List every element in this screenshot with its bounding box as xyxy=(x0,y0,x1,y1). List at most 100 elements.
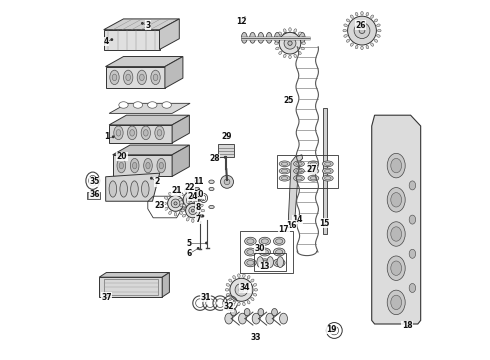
Ellipse shape xyxy=(155,126,164,140)
Ellipse shape xyxy=(195,207,198,211)
Ellipse shape xyxy=(273,248,285,256)
Ellipse shape xyxy=(247,276,250,279)
Circle shape xyxy=(197,198,199,201)
Circle shape xyxy=(197,189,200,192)
Ellipse shape xyxy=(192,219,194,222)
Ellipse shape xyxy=(126,74,130,81)
Ellipse shape xyxy=(159,162,164,169)
Ellipse shape xyxy=(291,32,297,43)
Polygon shape xyxy=(87,192,100,199)
Circle shape xyxy=(255,334,258,337)
Ellipse shape xyxy=(195,180,200,184)
Ellipse shape xyxy=(109,181,117,197)
Ellipse shape xyxy=(114,126,123,140)
Circle shape xyxy=(117,153,120,156)
Ellipse shape xyxy=(310,170,317,173)
Text: 32: 32 xyxy=(223,302,234,311)
Ellipse shape xyxy=(377,30,381,32)
Ellipse shape xyxy=(294,168,304,174)
Ellipse shape xyxy=(245,248,256,256)
Ellipse shape xyxy=(130,130,134,136)
Ellipse shape xyxy=(238,274,240,278)
Polygon shape xyxy=(288,155,303,223)
Ellipse shape xyxy=(165,197,168,199)
Ellipse shape xyxy=(180,193,183,196)
Ellipse shape xyxy=(183,197,187,199)
Text: 24: 24 xyxy=(188,192,198,201)
Text: 6: 6 xyxy=(187,249,192,258)
Ellipse shape xyxy=(184,207,187,211)
Ellipse shape xyxy=(119,102,128,108)
Ellipse shape xyxy=(294,161,304,167)
Ellipse shape xyxy=(409,181,416,190)
Text: 19: 19 xyxy=(326,325,337,334)
Ellipse shape xyxy=(198,204,202,207)
Ellipse shape xyxy=(267,257,273,267)
Ellipse shape xyxy=(283,54,286,58)
Ellipse shape xyxy=(281,177,288,180)
Ellipse shape xyxy=(371,15,374,18)
Ellipse shape xyxy=(259,259,270,267)
Circle shape xyxy=(288,41,292,45)
Ellipse shape xyxy=(190,209,192,212)
Ellipse shape xyxy=(174,191,177,194)
Ellipse shape xyxy=(344,35,347,37)
Ellipse shape xyxy=(266,32,272,43)
Ellipse shape xyxy=(324,177,331,180)
Ellipse shape xyxy=(162,102,171,108)
Ellipse shape xyxy=(274,32,280,43)
Ellipse shape xyxy=(153,74,158,81)
Ellipse shape xyxy=(229,298,232,301)
Ellipse shape xyxy=(179,211,182,215)
Ellipse shape xyxy=(169,211,171,215)
Ellipse shape xyxy=(391,158,402,173)
Ellipse shape xyxy=(247,301,250,304)
Ellipse shape xyxy=(117,158,125,173)
Text: 16: 16 xyxy=(286,220,296,230)
Polygon shape xyxy=(109,115,189,125)
Ellipse shape xyxy=(259,237,270,245)
Ellipse shape xyxy=(274,42,278,45)
Ellipse shape xyxy=(174,212,177,216)
Ellipse shape xyxy=(279,32,282,35)
Polygon shape xyxy=(172,115,189,143)
Ellipse shape xyxy=(276,47,279,50)
Text: 21: 21 xyxy=(172,186,182,195)
Text: 14: 14 xyxy=(292,215,302,224)
Ellipse shape xyxy=(387,222,405,246)
Ellipse shape xyxy=(163,202,167,204)
Ellipse shape xyxy=(253,284,257,286)
Circle shape xyxy=(279,32,301,54)
Ellipse shape xyxy=(275,250,283,255)
Ellipse shape xyxy=(275,239,283,244)
Ellipse shape xyxy=(258,32,264,43)
Circle shape xyxy=(157,203,160,206)
Ellipse shape xyxy=(276,37,279,39)
Text: 30: 30 xyxy=(254,244,265,253)
Text: 3: 3 xyxy=(145,21,150,30)
Text: 29: 29 xyxy=(222,132,232,141)
Ellipse shape xyxy=(247,250,254,255)
Ellipse shape xyxy=(119,162,123,169)
Ellipse shape xyxy=(243,302,245,306)
Ellipse shape xyxy=(279,175,290,181)
Polygon shape xyxy=(162,273,170,297)
Ellipse shape xyxy=(308,175,319,181)
Ellipse shape xyxy=(298,51,301,54)
Circle shape xyxy=(205,242,208,244)
Ellipse shape xyxy=(247,261,254,265)
Ellipse shape xyxy=(201,210,205,212)
Ellipse shape xyxy=(146,162,150,169)
Polygon shape xyxy=(165,57,183,88)
Circle shape xyxy=(230,278,253,301)
Ellipse shape xyxy=(133,102,143,108)
Ellipse shape xyxy=(245,309,250,316)
Ellipse shape xyxy=(110,70,119,85)
Ellipse shape xyxy=(180,204,183,207)
Circle shape xyxy=(189,207,197,215)
Ellipse shape xyxy=(301,47,304,50)
Ellipse shape xyxy=(299,32,305,43)
Ellipse shape xyxy=(277,257,284,267)
Ellipse shape xyxy=(141,126,150,140)
Ellipse shape xyxy=(144,158,152,173)
